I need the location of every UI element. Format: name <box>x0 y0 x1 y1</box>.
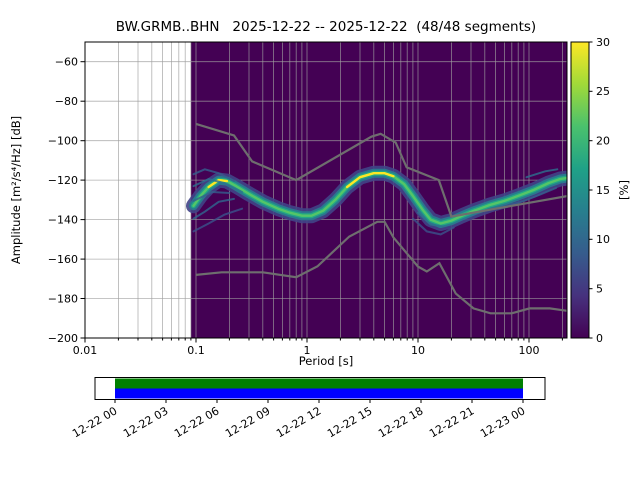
noise-model-lines <box>195 122 567 315</box>
x-tick-label: 0.01 <box>73 344 98 357</box>
colorbar-tick-label: 15 <box>596 184 610 197</box>
x-tick-label: 0.1 <box>187 344 205 357</box>
y-tick-label: −200 <box>48 332 78 345</box>
axes-border <box>84 41 568 339</box>
timeline-tick-label: 12-22 12 <box>274 404 323 440</box>
nhnm-line <box>195 122 567 218</box>
psd-scatter-strand <box>192 168 235 183</box>
x-axis-label: Period [s] <box>299 354 353 368</box>
timeline-tick-label: 12-23 00 <box>478 404 527 440</box>
psd-scatter-strand <box>417 211 445 228</box>
y-tick-label: −120 <box>48 174 78 187</box>
timeline-tick-label: 12-22 21 <box>427 404 476 440</box>
psd-mode-bright-segment <box>345 171 395 189</box>
timeline-tick-label: 12-22 00 <box>70 404 119 440</box>
timeline-coverage-bar <box>115 378 523 389</box>
x-tick-label: 100 <box>519 344 540 357</box>
plot-title: BW.GRMB..BHN 2025-12-22 -- 2025-12-22 (4… <box>116 19 536 35</box>
x-axis-ticks: 0.01 0.1 1 10 100 <box>73 338 563 357</box>
y-tick-label: −140 <box>48 213 78 226</box>
psd-scatter-strand <box>192 207 244 233</box>
psd-scatter-strand <box>411 217 455 236</box>
x-tick-label: 10 <box>411 344 425 357</box>
colorbar-label: [%] <box>617 180 631 200</box>
colorbar-tick-label: 10 <box>596 233 610 246</box>
timeline-tick-label: 12-22 18 <box>376 404 425 440</box>
colorbar-ticks: 0 5 10 15 20 25 30 <box>589 36 610 345</box>
colorbar: 0 5 10 15 20 25 30 [%] <box>570 36 631 345</box>
y-tick-label: −80 <box>55 95 78 108</box>
colorbar-tick-label: 20 <box>596 135 610 148</box>
timeline-tick-label: 12-22 15 <box>325 404 374 440</box>
timeline: 12-22 00 12-22 03 12-22 06 12-22 09 12-22 12… <box>70 377 546 440</box>
y-axis-ticks: −60 −80 −100 −120 −140 −160 −180 −200 <box>48 56 85 345</box>
psd-scatter-strand <box>192 190 231 202</box>
timeline-tick-label: 12-22 06 <box>172 404 221 440</box>
psd-mode-bright-segment <box>207 178 229 189</box>
psd-scatter-strand <box>192 178 244 193</box>
colorbar-tick-label: 5 <box>596 283 603 296</box>
colorbar-tick-label: 30 <box>596 36 610 49</box>
y-tick-label: −100 <box>48 135 78 148</box>
nlnm-line <box>195 220 567 315</box>
y-tick-label: −160 <box>48 253 78 266</box>
timeline-tick-label: 12-22 09 <box>223 404 272 440</box>
y-tick-label: −60 <box>55 56 78 69</box>
timeline-tick-label: 12-22 03 <box>121 404 170 440</box>
psd-distribution-band <box>186 165 567 236</box>
y-tick-label: −180 <box>48 292 78 305</box>
psd-scatter-strand <box>192 197 235 220</box>
colorbar-tick-label: 25 <box>596 85 610 98</box>
x-tick-label: 1 <box>304 344 311 357</box>
colorbar-tick-label: 0 <box>596 332 603 345</box>
psd-scatter-strand <box>525 168 559 179</box>
y-axis-label: Amplitude [m²/s⁴/Hz] [dB] <box>9 116 23 264</box>
timeline-data-bar <box>115 388 523 399</box>
colorbar-gradient <box>570 41 590 339</box>
psd-scatter-strand <box>499 187 557 209</box>
timeline-box-border <box>94 377 546 400</box>
